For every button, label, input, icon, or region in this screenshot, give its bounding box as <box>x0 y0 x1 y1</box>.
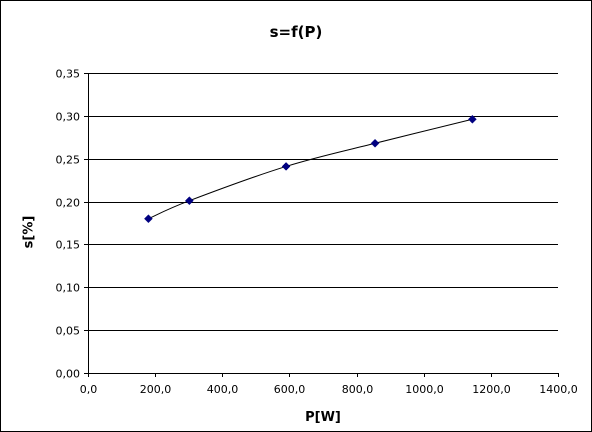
x-tick-label: 1400,0 <box>539 383 578 396</box>
y-tick-label: 0,35 <box>56 68 81 81</box>
y-tick-label: 0,25 <box>56 154 81 167</box>
x-tick-label: 1000,0 <box>405 383 444 396</box>
x-tick-label: 200,0 <box>140 383 172 396</box>
data-point-marker <box>370 138 380 148</box>
x-axis-title: P[W] <box>305 410 341 425</box>
y-axis-title: s[%] <box>21 215 37 249</box>
x-tick-label: 0,0 <box>80 383 98 396</box>
x-tick-label: 600,0 <box>274 383 306 396</box>
y-tick-label: 0,15 <box>56 239 81 252</box>
y-tick-label: 0,30 <box>56 111 81 124</box>
x-tick-label: 400,0 <box>207 383 239 396</box>
data-point-marker <box>185 196 194 206</box>
y-tick-label: 0,20 <box>56 197 81 210</box>
y-tick-label: 0,10 <box>56 282 81 295</box>
y-tick-label: 0,00 <box>56 368 81 381</box>
data-point-marker <box>144 214 153 224</box>
x-tick-label: 800,0 <box>342 383 374 396</box>
chart-title: s=f(P) <box>269 23 323 41</box>
y-tick-label: 0,05 <box>56 325 81 338</box>
data-point-marker <box>468 114 477 124</box>
data-point-marker <box>281 162 291 171</box>
x-tick-label: 1200,0 <box>472 383 511 396</box>
series-line <box>148 118 473 220</box>
